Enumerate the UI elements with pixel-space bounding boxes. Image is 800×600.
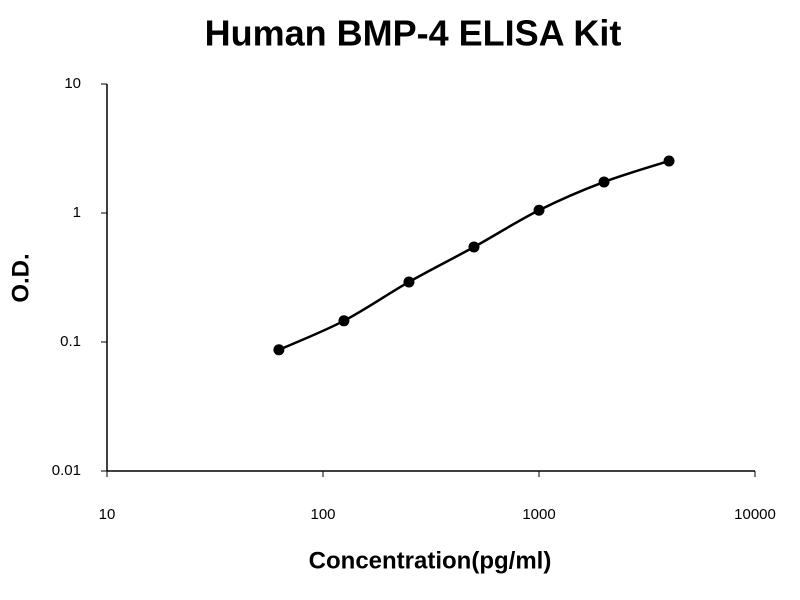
y-tick-label: 10 (64, 75, 81, 92)
point (468, 241, 480, 253)
point (598, 176, 610, 188)
point (403, 276, 415, 288)
point (663, 155, 675, 167)
chart-title: Human BMP-4 ELISA Kit (205, 13, 622, 54)
curve (278, 159, 670, 351)
x-tick-label: 1000 (522, 506, 555, 523)
point (338, 315, 350, 327)
point (273, 344, 285, 356)
y-axis-label: O.D. (7, 253, 34, 302)
y-tick-label: 1 (73, 204, 81, 221)
point (533, 204, 545, 216)
x-tick-label: 10 (99, 506, 116, 523)
x-tick-label: 100 (310, 506, 335, 523)
x-axis-label: Concentration(pg/ml) (309, 547, 552, 574)
x-tick-label: 10000 (734, 506, 776, 523)
y-tick-label: 0.01 (52, 462, 81, 479)
y-tick-label: 0.1 (60, 333, 81, 350)
